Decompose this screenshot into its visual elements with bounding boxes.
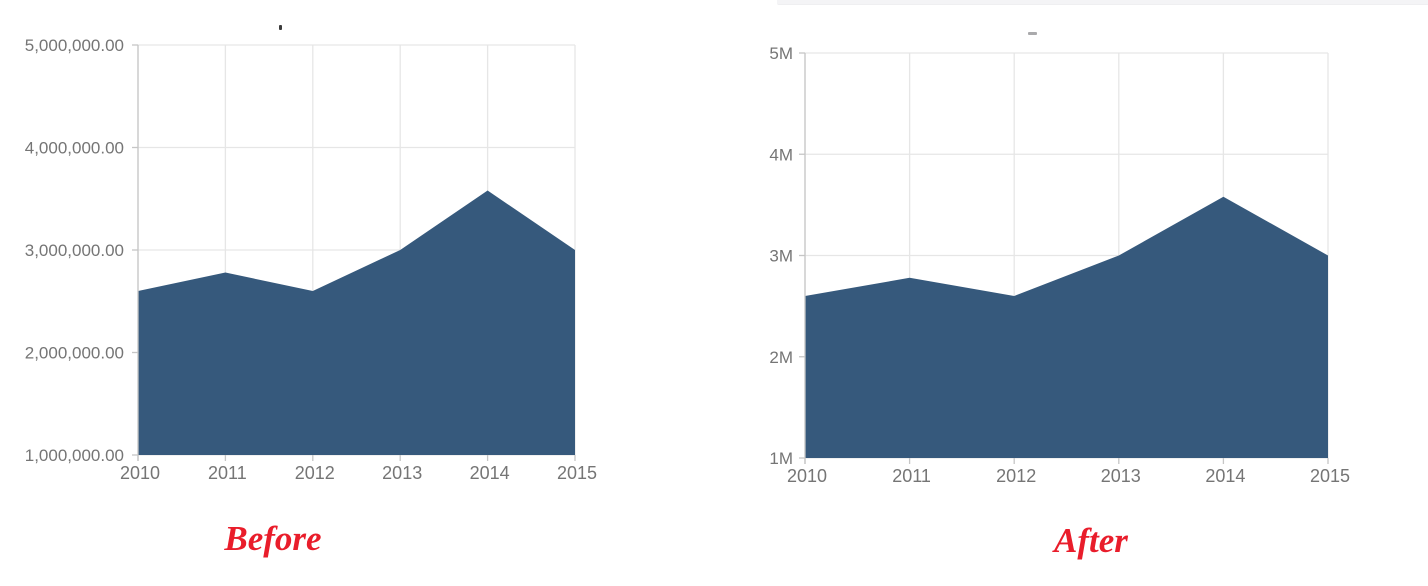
x-axis-label: 2010 [787, 466, 827, 486]
left-chart-artifact-dot [279, 25, 282, 30]
x-axis-label: 2015 [1310, 466, 1350, 486]
x-axis-label: 2014 [470, 463, 510, 483]
y-axis-label: 4M [769, 145, 793, 164]
toolbar-edge-artifact [777, 0, 1428, 5]
y-axis-label: 5,000,000.00 [25, 36, 124, 55]
x-axis-label: 2012 [295, 463, 335, 483]
y-axis-label: 5M [769, 44, 793, 63]
before-caption: Before [224, 519, 322, 558]
y-axis-label: 2M [769, 348, 793, 367]
x-axis-label: 2013 [1101, 466, 1141, 486]
right-chart-artifact-mark [1028, 32, 1037, 35]
area-series [805, 196, 1328, 458]
y-axis-label: 3M [769, 247, 793, 266]
y-axis-label: 1M [769, 449, 793, 468]
chart-before: 5,000,000.00 4,000,000.00 3,000,000.00 2,00… [25, 36, 597, 483]
x-axis-label: 2011 [208, 463, 247, 483]
x-axis-label: 2013 [382, 463, 422, 483]
y-axis-label: 3,000,000.00 [25, 241, 124, 260]
y-axis-label: 2,000,000.00 [25, 344, 124, 363]
x-axis-label: 2010 [120, 463, 160, 483]
y-axis-label: 4,000,000.00 [25, 139, 124, 158]
after-caption: After [1054, 521, 1128, 560]
area-series [138, 190, 575, 456]
x-axis-label: 2014 [1205, 466, 1245, 486]
x-axis-label: 2012 [996, 466, 1036, 486]
x-axis-label: 2011 [892, 466, 931, 486]
y-axis-label: 1,000,000.00 [25, 446, 124, 465]
x-axis-label: 2015 [557, 463, 597, 483]
